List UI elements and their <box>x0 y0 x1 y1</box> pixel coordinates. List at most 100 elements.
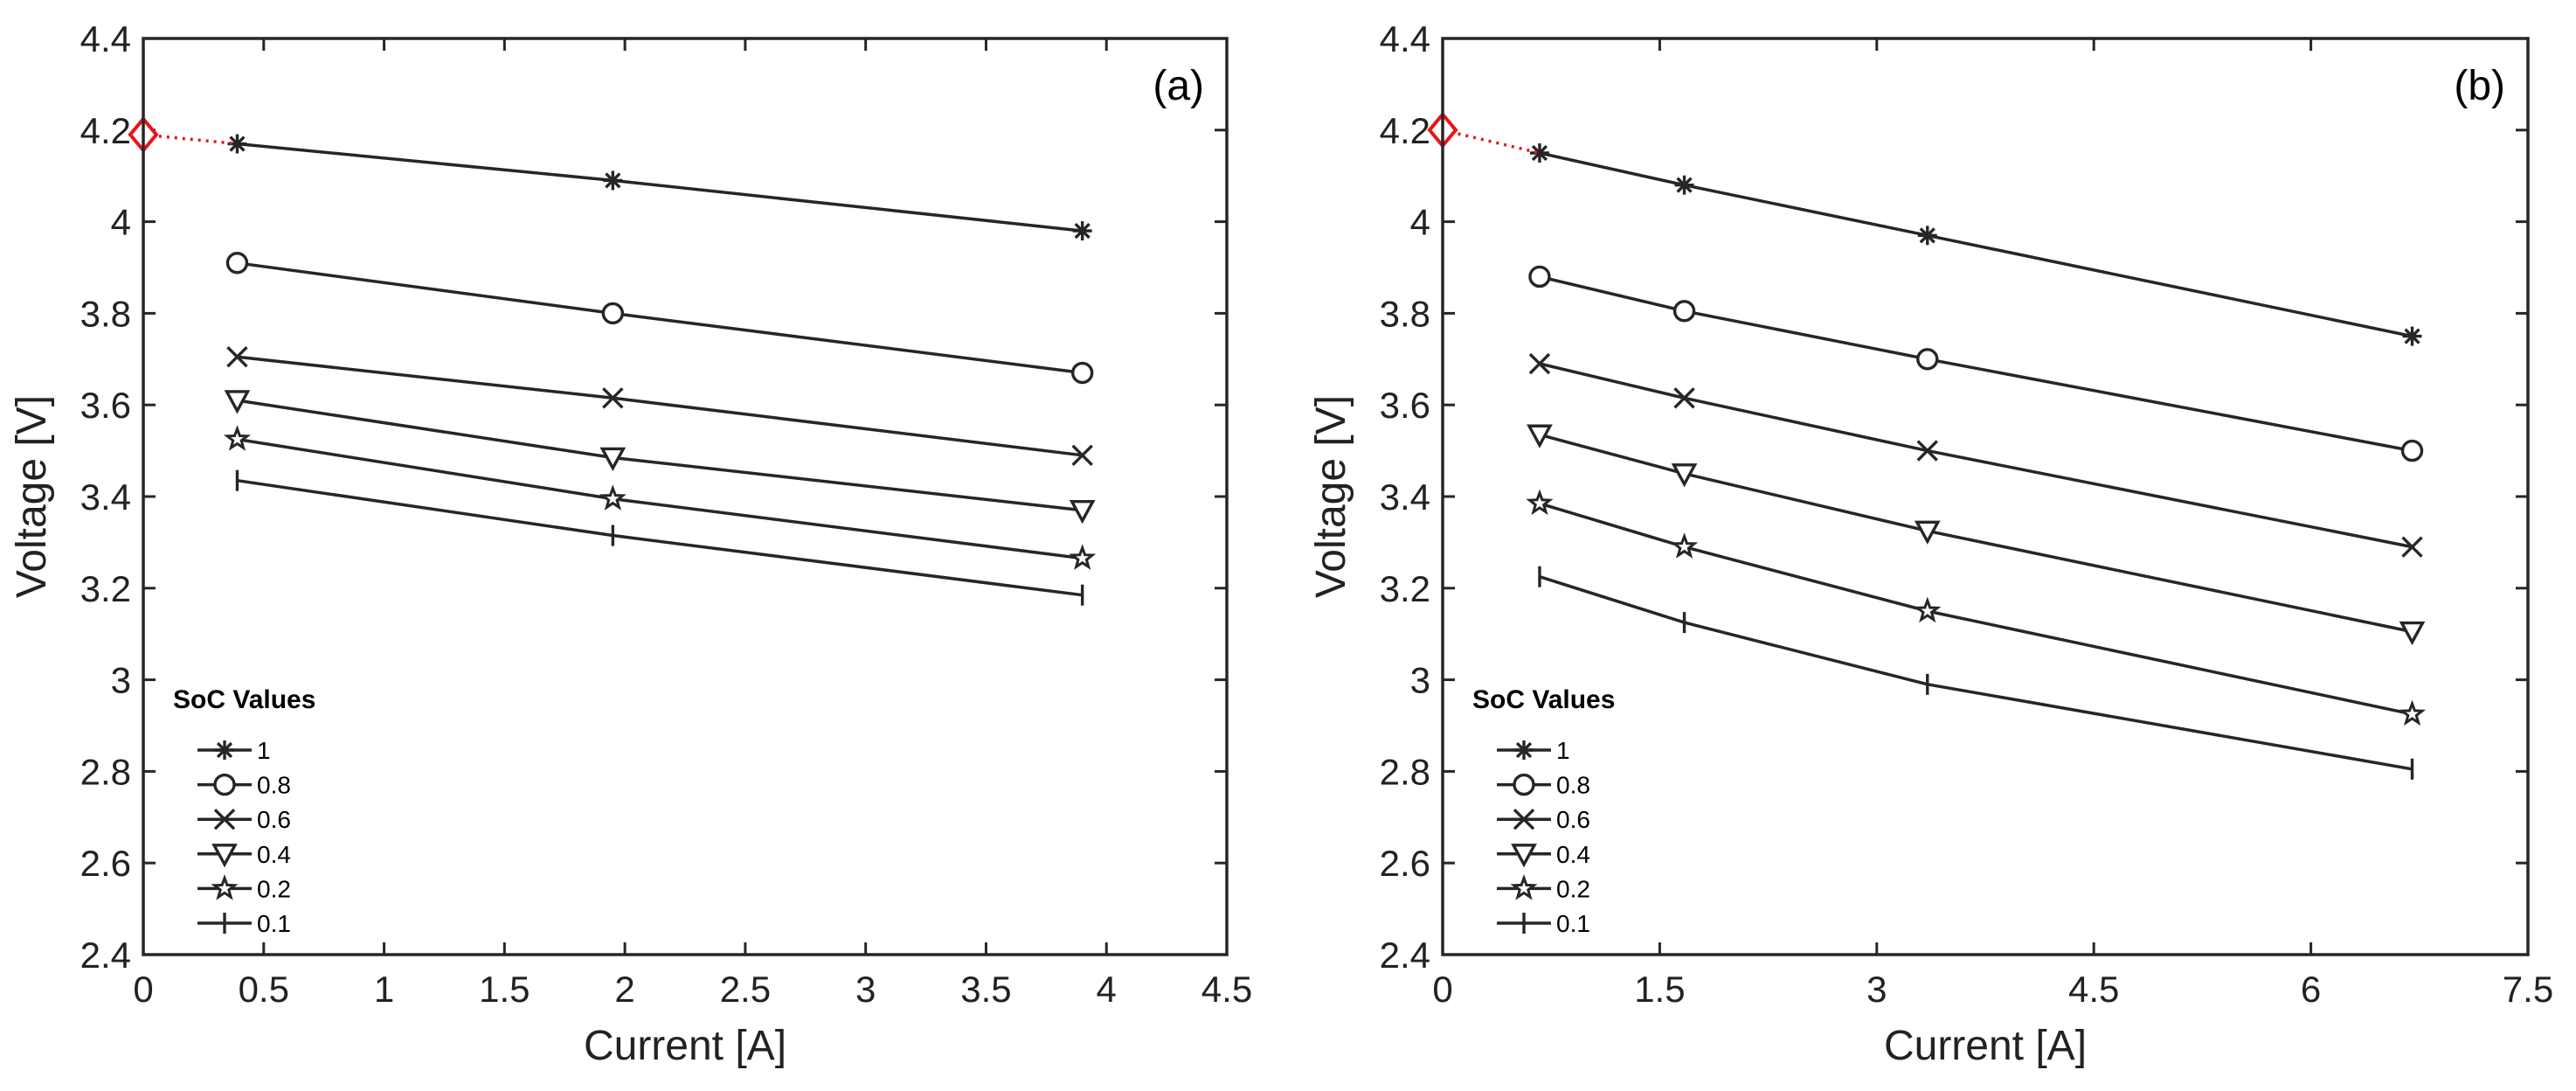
axes-frame-b <box>1441 37 2530 956</box>
y-tick-label: 3 <box>1410 660 1430 701</box>
legend-label: 0.6 <box>1556 806 1590 833</box>
data-point-0.2 <box>599 484 627 511</box>
legend-title-b: SoC Values <box>1472 685 1615 714</box>
data-point-0.6 <box>226 345 248 368</box>
data-point-0.2 <box>223 425 252 451</box>
legend-item-0.1: 0.1 <box>197 910 291 937</box>
series-group-b <box>1526 143 2427 780</box>
legend-label: 1 <box>1556 737 1570 764</box>
y-tick-label: 4.4 <box>80 18 131 59</box>
data-point-0.2 <box>1069 544 1097 570</box>
data-point-0.6 <box>2401 536 2423 558</box>
legend-item-0.6: 0.6 <box>1497 806 1590 833</box>
data-point-0.6 <box>1071 444 1093 467</box>
x-tick-label: 3 <box>1866 969 1887 1010</box>
data-point-0.8 <box>225 252 249 274</box>
series-0.2 <box>1526 489 2427 726</box>
x-tick-label: 3.5 <box>960 969 1011 1010</box>
y-tick-label: 3.8 <box>80 293 131 334</box>
legend-title-a: SoC Values <box>173 685 315 714</box>
x-tick-label: 4.5 <box>2068 969 2119 1010</box>
series-0.6 <box>1528 352 2423 558</box>
x-axis-label-a: Current [A] <box>584 1023 786 1069</box>
x-tick-label: 0 <box>133 969 153 1010</box>
y-tick-labels-b: 2.4 2.6 2.8 3 3.2 3.4 3.6 3.8 4 4.2 4.4 <box>1380 18 1430 976</box>
series-line-0.4 <box>1539 433 2413 634</box>
legend-marker-0.4 <box>211 844 238 868</box>
legend-marker-0.6 <box>213 808 236 830</box>
legend-marker-0.2 <box>1510 873 1538 900</box>
series-0.6 <box>226 345 1093 467</box>
panel-b: 0 1.5 3 4.5 6 7.5 2.4 2.6 2.8 3 3.2 3.4 3.6 3.8 4 4.2 4… <box>1308 18 2553 1069</box>
legend-b: SoC Values 1 0.8 0.6 0.4 0.2 0.1 <box>1472 685 1615 937</box>
x-tick-label: 4.5 <box>1201 969 1252 1010</box>
panel-label-a: (a) <box>1153 63 1204 109</box>
y-tick-label: 2.4 <box>80 935 131 976</box>
data-point-0.4 <box>599 447 627 472</box>
data-point-0.4 <box>1527 424 1553 448</box>
x-tick-label: 2 <box>614 969 634 1010</box>
legend-item-0.4: 0.4 <box>197 841 291 868</box>
legend-label: 1 <box>257 737 271 764</box>
legend-item-0.6: 0.6 <box>197 806 291 833</box>
legend-a: SoC Values 1 0.8 0.6 0.4 0.2 0.1 <box>173 685 315 937</box>
y-tick-label: 3 <box>111 660 131 701</box>
data-point-0.8 <box>1528 265 1551 288</box>
y-tick-label: 2.8 <box>1380 751 1430 792</box>
legend-label: 0.8 <box>257 772 291 799</box>
y-tick-label: 3.4 <box>1380 476 1430 518</box>
y-tick-label: 4.2 <box>80 110 131 151</box>
data-point-0.8 <box>1672 300 1696 323</box>
data-point-0.4 <box>1069 500 1096 525</box>
legend-marker-0.8 <box>1513 773 1535 796</box>
data-point-0.6 <box>602 387 624 409</box>
legend-item-0.2: 0.2 <box>197 873 291 902</box>
legend-label: 0.6 <box>257 806 291 833</box>
y-tick-label: 3.6 <box>80 385 131 426</box>
data-point-0.6 <box>1916 440 1938 462</box>
extrapolation-line <box>1442 129 1541 155</box>
y-tick-label: 3.8 <box>1380 293 1430 334</box>
y-tick-label: 4.2 <box>1380 110 1430 151</box>
legend-item-0.2: 0.2 <box>1497 873 1590 902</box>
data-point-0.4 <box>1671 463 1698 488</box>
x-tick-label: 2.5 <box>720 969 771 1010</box>
series-group-a <box>223 134 1097 606</box>
y-tick-label: 4.4 <box>1380 18 1430 59</box>
x-tick-labels-b: 0 1.5 3 4.5 6 7.5 <box>1432 969 2553 1010</box>
legend-marker-0.4 <box>1511 844 1537 868</box>
x-tick-label: 1 <box>374 969 394 1010</box>
legend-item-1: 1 <box>197 737 271 764</box>
y-tick-label: 2.4 <box>1380 935 1430 976</box>
y-tick-labels-a: 2.4 2.6 2.8 3 3.2 3.4 3.6 3.8 4 4.2 4.4 <box>80 18 131 976</box>
series-1 <box>227 134 1092 241</box>
data-point-0.4 <box>2399 621 2426 646</box>
legend-item-0.4: 0.4 <box>1497 841 1590 868</box>
data-point-0.6 <box>1673 387 1695 409</box>
y-tick-label: 3.6 <box>1380 385 1430 426</box>
data-point-1 <box>1072 221 1092 241</box>
x-tick-labels-a: 0 0.5 1 1.5 2 2.5 3 3.5 4 4.5 <box>133 969 1252 1010</box>
data-point-0.2 <box>1526 489 1554 516</box>
data-point-0.2 <box>1670 532 1699 559</box>
series-line-0.1 <box>1539 575 2413 771</box>
legend-marker-1 <box>215 740 234 760</box>
x-tick-label: 6 <box>2301 969 2321 1010</box>
legend-marker-0.6 <box>1513 808 1535 830</box>
legend-label: 0.4 <box>257 841 291 868</box>
data-point-0.8 <box>2400 439 2424 462</box>
series-line-0.6 <box>1539 362 2413 549</box>
data-point-1 <box>603 170 623 191</box>
series-line-0.8 <box>1539 274 2413 453</box>
x-tick-label: 4 <box>1097 969 1117 1010</box>
plot-area-b <box>1443 38 2528 955</box>
y-axis-label-a: Voltage [V] <box>9 395 55 598</box>
data-point-0.2 <box>1914 596 1942 623</box>
series-line-0.2 <box>1539 502 2413 716</box>
x-tick-label: 1.5 <box>479 969 530 1010</box>
legend-label: 0.8 <box>1556 772 1590 799</box>
y-tick-label: 2.6 <box>1380 843 1430 884</box>
data-point-0.6 <box>1528 352 1551 375</box>
legend-item-1: 1 <box>1497 737 1570 764</box>
